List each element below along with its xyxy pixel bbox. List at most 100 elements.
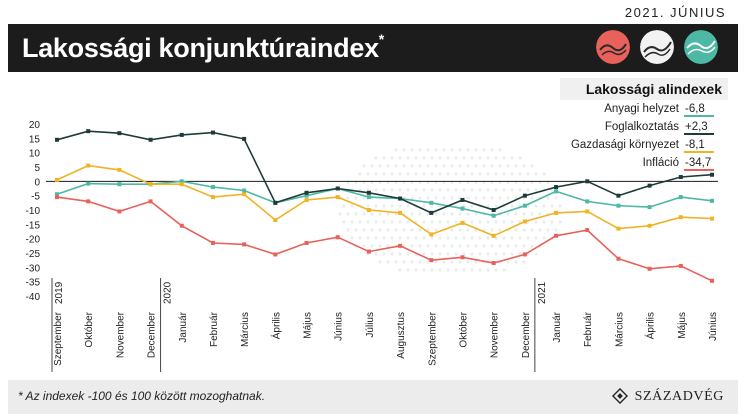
pattern-dot xyxy=(410,196,414,200)
pattern-dot xyxy=(406,252,410,256)
data-point xyxy=(148,182,153,187)
pattern-dot xyxy=(402,164,406,168)
pattern-dot xyxy=(470,252,474,256)
pattern-dot xyxy=(446,268,450,272)
pattern-dot xyxy=(406,236,410,240)
pattern-dot xyxy=(390,252,394,256)
x-tick-label: Szeptember xyxy=(53,311,64,366)
data-point xyxy=(522,252,527,257)
pattern-dot xyxy=(418,212,422,216)
pattern-dot xyxy=(474,260,478,264)
pattern-dot xyxy=(466,228,470,232)
title-asterisk: * xyxy=(378,31,384,47)
pattern-dot xyxy=(470,204,474,208)
pattern-dot xyxy=(362,196,366,200)
pattern-dot xyxy=(414,268,418,272)
pattern-dot xyxy=(390,188,394,192)
legend-title: Lakossági alindexek xyxy=(586,81,722,97)
x-tick-label: Február xyxy=(209,311,220,347)
pattern-dot xyxy=(466,164,470,168)
pattern-dot xyxy=(422,268,426,272)
data-point xyxy=(86,163,91,168)
footer-bar: * Az indexek -100 és 100 között mozoghat… xyxy=(8,380,738,414)
pattern-dot xyxy=(466,148,470,152)
pattern-dot xyxy=(374,204,378,208)
data-point xyxy=(522,219,527,224)
data-point xyxy=(304,197,309,202)
pattern-dot xyxy=(422,188,426,192)
data-point xyxy=(304,240,309,245)
series-line xyxy=(56,130,713,214)
pattern-dot xyxy=(470,220,474,224)
pattern-dot xyxy=(494,204,498,208)
pattern-dot xyxy=(366,204,370,208)
data-point xyxy=(117,131,122,136)
data-point xyxy=(678,175,683,180)
data-point xyxy=(55,195,59,200)
y-tick-label: -25 xyxy=(26,249,41,260)
pattern-dot xyxy=(354,228,358,232)
x-tick-label: November xyxy=(490,311,501,358)
pattern-dot xyxy=(534,252,538,256)
pattern-dot xyxy=(438,156,442,160)
data-point xyxy=(616,256,621,261)
pattern-dot xyxy=(478,268,482,272)
pattern-dot xyxy=(510,156,514,160)
pattern-dot xyxy=(410,148,414,152)
data-point xyxy=(179,132,184,137)
pattern-dot xyxy=(542,172,546,176)
pattern-dot xyxy=(486,268,490,272)
pattern-dot xyxy=(394,228,398,232)
data-point xyxy=(585,228,590,233)
y-axis: 20 15 10 5 0 -5 -10 -15 -20 -25 -30 -35 -40 xyxy=(26,120,718,303)
pattern-dot xyxy=(502,172,506,176)
data-point xyxy=(148,137,153,142)
data-point xyxy=(335,235,340,240)
series-line xyxy=(56,196,713,282)
pattern-dot xyxy=(410,212,414,216)
pattern-dot xyxy=(374,220,378,224)
pattern-dot xyxy=(382,220,386,224)
pattern-dot xyxy=(422,204,426,208)
x-tick-label: Január xyxy=(178,311,189,342)
pattern-dot xyxy=(394,148,398,152)
x-tick-label: Június xyxy=(334,312,345,341)
pattern-dot xyxy=(390,172,394,176)
data-point xyxy=(335,195,340,200)
pattern-dot xyxy=(370,212,374,216)
legend-value: -6,8 xyxy=(685,103,705,115)
pattern-dot xyxy=(418,260,422,264)
data-point xyxy=(304,193,309,198)
legend-title-bg xyxy=(560,78,728,100)
pattern-dot xyxy=(530,228,534,232)
red-wave-logo xyxy=(596,30,630,64)
pattern-dot xyxy=(454,252,458,256)
pattern-dot xyxy=(390,220,394,224)
x-tick-label: Június xyxy=(708,312,719,341)
pattern-dot xyxy=(354,212,358,216)
pattern-dot xyxy=(454,268,458,272)
pattern-dot xyxy=(366,172,370,176)
pattern-dot xyxy=(466,212,470,216)
pattern-dot xyxy=(414,172,418,176)
pattern-dot xyxy=(494,156,498,160)
pattern-dot xyxy=(494,220,498,224)
data-point xyxy=(460,255,465,260)
pattern-dot xyxy=(346,212,350,216)
data-point xyxy=(366,190,371,195)
pattern-dot xyxy=(430,188,434,192)
pattern-dot xyxy=(366,220,370,224)
pattern-dot xyxy=(410,244,414,248)
y-tick-label: 15 xyxy=(29,134,41,145)
pattern-dot xyxy=(426,196,430,200)
data-point xyxy=(460,220,465,225)
pattern-dot xyxy=(458,244,462,248)
pattern-dot xyxy=(546,228,550,232)
pattern-dot xyxy=(466,260,470,264)
pattern-dot xyxy=(494,188,498,192)
data-point xyxy=(678,215,683,220)
pattern-dot xyxy=(354,196,358,200)
pattern-dot xyxy=(510,252,514,256)
pattern-dot xyxy=(374,188,378,192)
pattern-dot xyxy=(490,164,494,168)
